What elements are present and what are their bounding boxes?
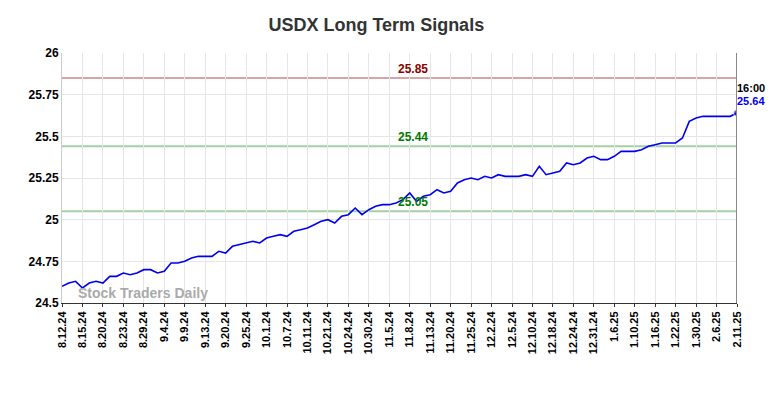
svg-text:12.5.24: 12.5.24: [506, 311, 518, 349]
svg-text:16:00: 16:00: [737, 82, 765, 94]
svg-text:12.31.24: 12.31.24: [587, 311, 599, 355]
svg-text:USDX Long Term Signals: USDX Long Term Signals: [268, 15, 484, 35]
svg-text:10.30.24: 10.30.24: [362, 311, 374, 355]
svg-text:24.75: 24.75: [29, 255, 59, 269]
svg-text:12.18.24: 12.18.24: [546, 311, 558, 355]
svg-text:8.20.24: 8.20.24: [96, 311, 108, 349]
svg-text:11.8.24: 11.8.24: [403, 311, 415, 348]
svg-text:10.11.24: 10.11.24: [301, 311, 313, 354]
svg-text:1.6.25: 1.6.25: [608, 311, 620, 342]
svg-text:25.44: 25.44: [398, 130, 428, 144]
svg-text:Stock Traders Daily: Stock Traders Daily: [78, 285, 208, 301]
svg-text:11.5.24: 11.5.24: [383, 311, 395, 348]
svg-text:1.16.25: 1.16.25: [649, 311, 661, 348]
svg-text:9.9.24: 9.9.24: [178, 311, 190, 342]
svg-text:8.23.24: 8.23.24: [117, 311, 129, 349]
svg-text:12.2.24: 12.2.24: [485, 311, 497, 349]
svg-text:9.4.24: 9.4.24: [158, 311, 170, 342]
svg-text:26: 26: [45, 46, 59, 60]
svg-text:1.10.25: 1.10.25: [628, 311, 640, 348]
svg-text:10.1.24: 10.1.24: [260, 311, 272, 349]
svg-text:9.20.24: 9.20.24: [219, 311, 231, 349]
svg-text:1.22.25: 1.22.25: [669, 311, 681, 348]
svg-text:25.75: 25.75: [29, 88, 59, 102]
svg-text:11.20.24: 11.20.24: [444, 311, 456, 354]
svg-text:9.13.24: 9.13.24: [199, 311, 211, 349]
svg-text:25.25: 25.25: [29, 171, 59, 185]
svg-text:11.25.24: 11.25.24: [465, 311, 477, 354]
svg-text:10.24.24: 10.24.24: [342, 311, 354, 355]
svg-text:2.6.25: 2.6.25: [710, 311, 722, 342]
svg-text:2.11.25: 2.11.25: [731, 311, 743, 347]
svg-text:8.29.24: 8.29.24: [137, 311, 149, 349]
svg-text:25.85: 25.85: [398, 62, 428, 76]
svg-text:10.21.24: 10.21.24: [321, 311, 333, 355]
svg-text:8.12.24: 8.12.24: [56, 311, 68, 349]
svg-text:24.5: 24.5: [35, 296, 59, 310]
svg-text:10.7.24: 10.7.24: [281, 311, 293, 349]
svg-text:12.10.24: 12.10.24: [526, 311, 538, 355]
svg-text:1.30.25: 1.30.25: [690, 311, 702, 348]
svg-text:25.64: 25.64: [737, 95, 765, 107]
svg-text:25: 25: [45, 213, 59, 227]
svg-text:12.24.24: 12.24.24: [567, 311, 579, 355]
svg-text:11.13.24: 11.13.24: [424, 311, 436, 354]
svg-text:8.15.24: 8.15.24: [76, 311, 88, 349]
svg-text:25.05: 25.05: [398, 195, 428, 209]
svg-text:9.25.24: 9.25.24: [240, 311, 252, 349]
svg-text:25.5: 25.5: [35, 130, 59, 144]
